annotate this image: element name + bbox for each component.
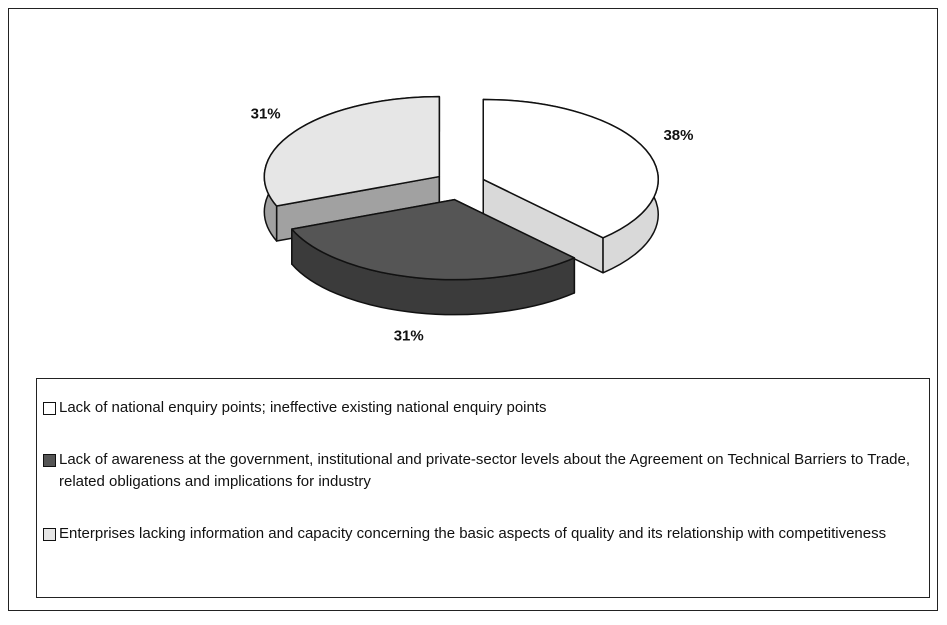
legend-swatch [43, 402, 56, 415]
legend-entry: Lack of national enquiry points; ineffec… [43, 397, 921, 419]
legend-swatch [43, 454, 56, 467]
legend-swatch [43, 528, 56, 541]
legend-entry: Enterprises lacking information and capa… [43, 523, 921, 545]
legend-text: Lack of awareness at the government, ins… [59, 451, 911, 490]
slice [263, 95, 441, 207]
slice-group [482, 98, 659, 274]
slice [291, 198, 576, 281]
legend-entry: Lack of awareness at the government, ins… [43, 449, 921, 493]
data-label: 31% [251, 106, 281, 123]
data-label: 31% [394, 327, 424, 344]
legend-text: Lack of national enquiry points; ineffec… [59, 399, 547, 416]
data-label: 38% [663, 127, 693, 144]
slice [482, 98, 659, 239]
chart-frame [8, 8, 938, 611]
legend: Lack of national enquiry points; ineffec… [36, 378, 930, 598]
legend-text: Enterprises lacking information and capa… [59, 525, 887, 542]
slice-group [291, 198, 576, 316]
